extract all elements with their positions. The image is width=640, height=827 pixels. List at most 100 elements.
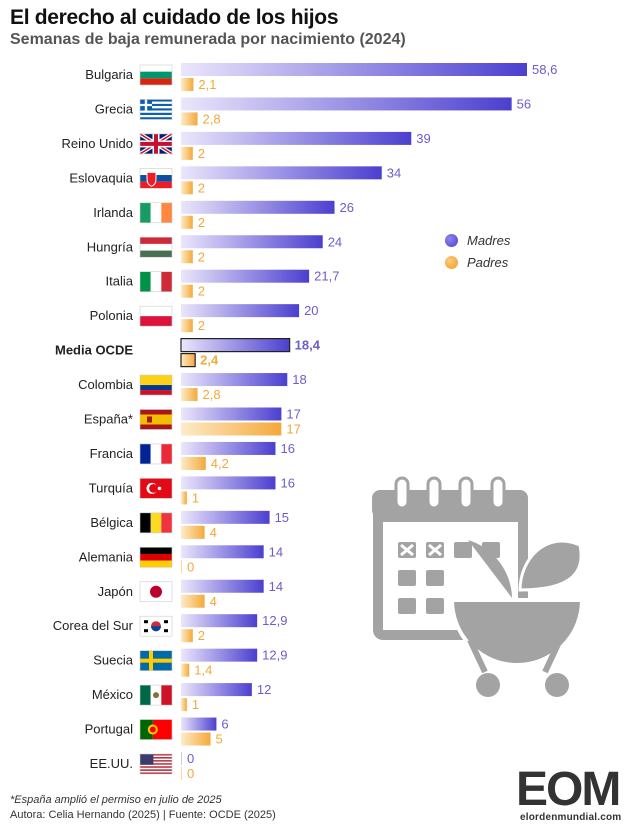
value-label-padres-eslovaquia: 2: [198, 180, 205, 195]
category-label-italia: Italia: [106, 274, 134, 289]
value-label-madres-irlanda: 26: [340, 200, 354, 215]
category-label-colombia: Colombia: [78, 377, 134, 392]
value-label-madres-grecia: 56: [517, 96, 531, 111]
value-label-madres-turquia: 16: [280, 475, 294, 490]
flag-espana-icon: [139, 409, 173, 430]
logo-mark: EOM: [516, 763, 621, 816]
bar-padres-colombia: [181, 388, 198, 402]
brand-logo: EOM elordenmundial.com: [516, 763, 634, 824]
flag-colombia-icon: [139, 374, 173, 396]
value-label-padres-polonia: 2: [198, 318, 205, 333]
flag-suecia-icon: [139, 650, 173, 671]
legend-item-madres: Madres: [445, 229, 510, 251]
legend-swatch-padres: [445, 255, 458, 269]
value-label-madres-media-ocde: 18,4: [295, 338, 321, 353]
category-label-japon: Japón: [98, 584, 133, 599]
category-label-grecia: Grecia: [95, 101, 134, 116]
value-label-madres-mexico: 12: [257, 682, 271, 697]
bar-padres-corea-del-sur: [181, 629, 193, 643]
bar-padres-suecia: [181, 663, 190, 677]
bar-padres-turquia: [181, 491, 187, 505]
category-label-belgica: Bélgica: [90, 515, 133, 530]
flag-japon-icon: [139, 581, 173, 603]
bar-madres-portugal: [181, 717, 217, 731]
value-label-padres-corea-del-sur: 2: [198, 628, 205, 643]
category-label-corea-del-sur: Corea del Sur: [53, 618, 134, 633]
value-label-padres-suecia: 1,4: [194, 663, 212, 678]
bar-madres-colombia: [181, 373, 288, 387]
bar-padres-grecia: [181, 112, 198, 126]
category-label-espana: España*: [84, 412, 133, 427]
value-label-padres-bulgaria: 2,1: [198, 77, 216, 92]
bar-madres-japon: [181, 579, 264, 593]
flag-portugal-icon: [139, 719, 173, 740]
bar-padres-alemania: [181, 560, 182, 574]
value-label-madres-suecia: 12,9: [262, 648, 287, 663]
flag-hungria-icon: [139, 236, 173, 258]
bar-madres-reino-unido: [181, 131, 412, 145]
bar-madres-italia: [181, 269, 310, 283]
category-label-reino-unido: Reino Unido: [61, 136, 133, 151]
page-subtitle: Semanas de baja remunerada por nacimient…: [10, 31, 406, 48]
flag-francia-icon: [139, 443, 173, 465]
bar-madres-irlanda: [181, 200, 335, 214]
legend-label-padres: Padres: [467, 254, 509, 270]
value-label-padres-belgica: 4: [210, 525, 217, 540]
flag-alemania-icon: [139, 546, 173, 568]
bar-padres-portugal: [181, 732, 211, 746]
bar-padres-polonia: [181, 319, 193, 333]
category-label-francia: Francia: [90, 446, 134, 461]
calendar-with-baby-stroller-icon: [372, 476, 585, 697]
bar-madres-ee-uu: [181, 752, 182, 765]
value-label-madres-belgica: 15: [275, 510, 289, 525]
legend-swatch-madres: [445, 233, 458, 247]
logo-url: elordenmundial.com: [520, 812, 622, 823]
bar-madres-belgica: [181, 510, 270, 524]
flag-irlanda-icon: [139, 202, 173, 224]
flag-belgica-icon: [139, 512, 173, 534]
value-label-padres-portugal: 5: [216, 732, 223, 747]
value-label-padres-irlanda: 2: [198, 215, 205, 230]
bar-padres-hungria: [181, 250, 193, 264]
category-label-irlanda: Irlanda: [93, 205, 134, 220]
value-label-madres-hungria: 24: [328, 234, 342, 249]
bar-padres-media-ocde: [180, 353, 196, 368]
bar-madres-alemania: [181, 545, 264, 559]
flag-mexico-icon: [139, 684, 173, 706]
category-label-portugal: Portugal: [85, 722, 134, 737]
footnote: *España amplió el permiso en julio de 20…: [10, 794, 222, 806]
value-label-madres-portugal: 6: [221, 717, 228, 732]
category-label-mexico: México: [92, 687, 133, 702]
flag-grecia-icon: [139, 99, 173, 120]
bar-madres-eslovaquia: [181, 166, 382, 180]
bar-padres-francia: [181, 456, 206, 470]
value-label-padres-japon: 4: [210, 594, 217, 609]
bar-madres-corea-del-sur: [181, 614, 258, 628]
value-label-padres-mexico: 1: [192, 697, 199, 712]
flag-eslovaquia-icon: [139, 168, 173, 189]
bar-padres-mexico: [181, 698, 187, 712]
value-label-padres-grecia: 2,8: [203, 111, 221, 126]
legend-item-padres: Padres: [445, 251, 510, 273]
bar-padres-belgica: [181, 525, 205, 539]
category-label-bulgaria: Bulgaria: [85, 67, 133, 82]
legend-label-madres: Madres: [467, 232, 511, 248]
value-label-madres-espana: 17: [286, 407, 300, 422]
value-label-padres-francia: 4,2: [211, 456, 229, 471]
category-label-alemania: Alemania: [79, 549, 134, 564]
category-label-turquia: Turquía: [89, 480, 134, 495]
value-label-padres-hungria: 2: [198, 249, 205, 264]
value-label-padres-italia: 2: [198, 284, 205, 299]
flag-reino-unido-icon: [138, 132, 174, 156]
bar-padres-irlanda: [181, 215, 193, 229]
bar-madres-turquia: [181, 476, 276, 490]
flag-corea-del-sur-icon: [139, 615, 173, 637]
bar-padres-italia: [181, 284, 193, 298]
bar-padres-espana: [181, 422, 282, 436]
bar-padres-japon: [181, 594, 205, 608]
value-label-madres-alemania: 14: [269, 544, 283, 559]
value-label-padres-alemania: 0: [187, 559, 194, 574]
flag-polonia-icon: [139, 305, 173, 327]
value-label-madres-polonia: 20: [304, 303, 318, 318]
